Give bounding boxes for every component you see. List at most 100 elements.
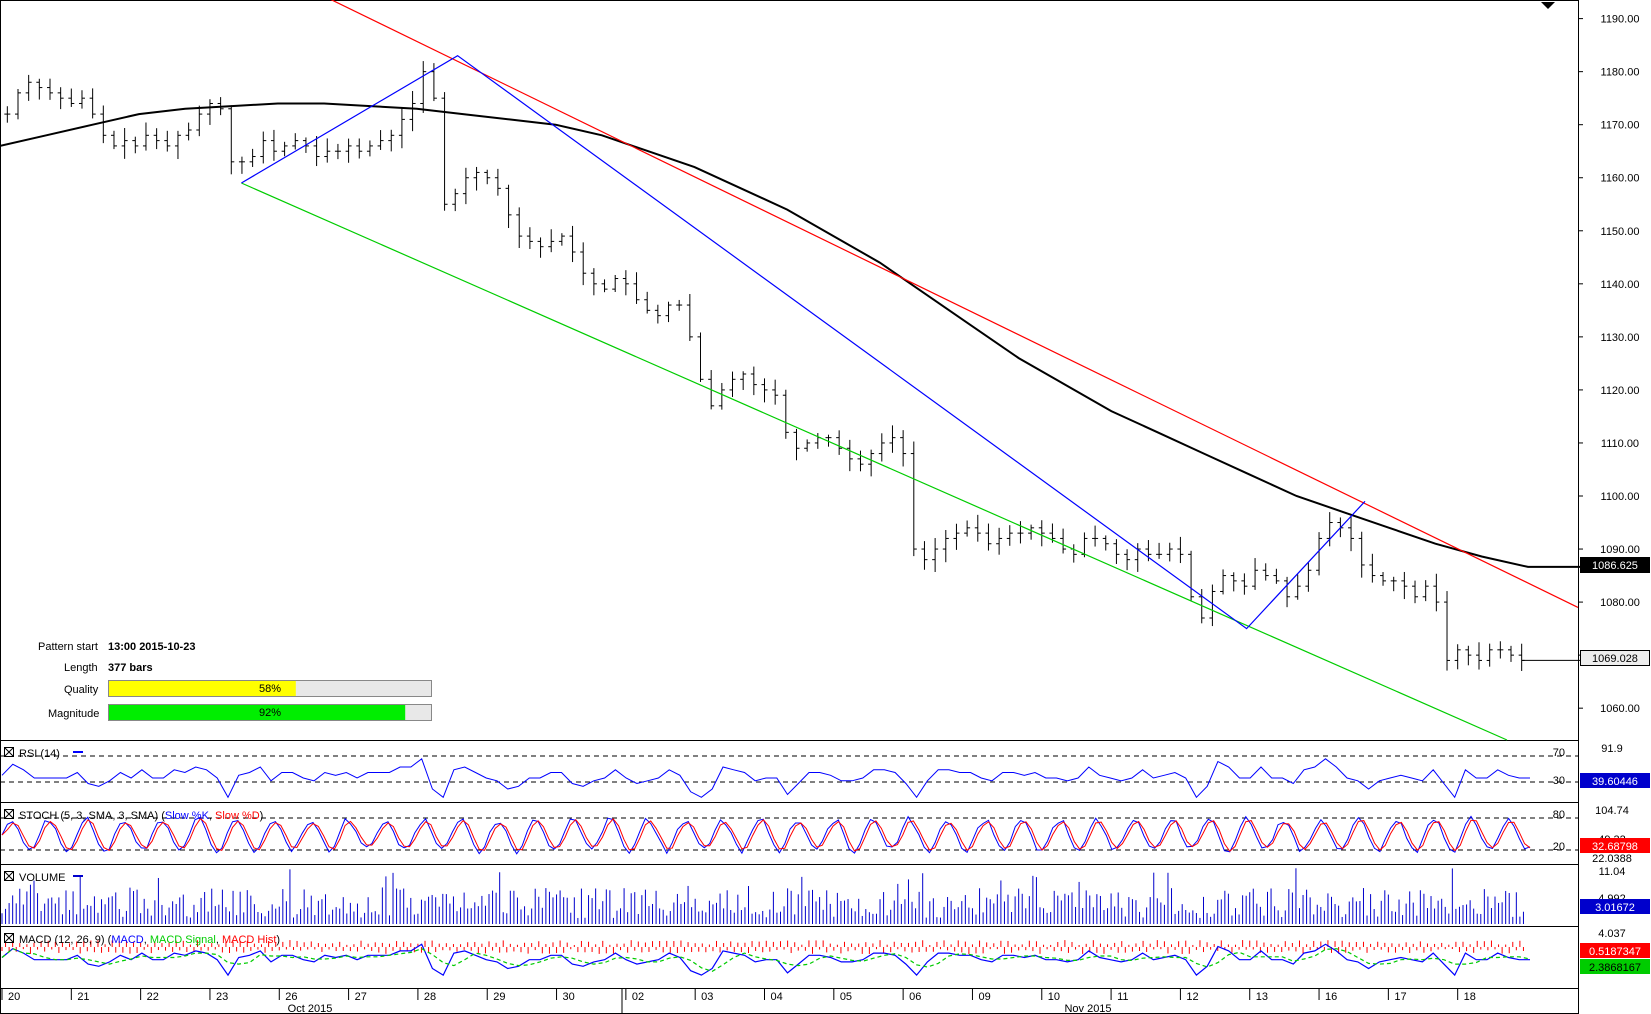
stoch-top-value: 104.74 [1595, 805, 1629, 817]
rsi-title: RSI (14) [19, 748, 60, 760]
stoch-level-20: 20 [1553, 841, 1565, 853]
x-tick-label: 13 [1256, 991, 1268, 1003]
indicator-axis-values: 91.9 70 30 39.60446 104.74 80 49.32 20 3… [1553, 743, 1650, 974]
quality-value: 58% [259, 683, 281, 695]
x-tick-label: 18 [1464, 991, 1476, 1003]
rsi-level-30: 30 [1553, 775, 1565, 787]
macd-signal-value-box [1580, 959, 1650, 974]
price-value-labels: 1086.625 1069.028 [1580, 557, 1650, 666]
price-tick-label: 1060.00 [1600, 703, 1640, 715]
price-tick-label: 1120.00 [1601, 385, 1640, 397]
x-axis-frame [0, 988, 1579, 1014]
indicator-labels: RSI (14) STOCH (5, 3, SMA, 3, SMA) (Slow… [4, 747, 280, 946]
pattern-info-box: Pattern start 13:00 2015-10-23 Length 37… [38, 641, 432, 721]
x-tick-label: 28 [424, 991, 436, 1003]
moving-average-line [0, 102, 1580, 568]
x-month-label: Oct 2015 [288, 1003, 333, 1014]
price-tick-label: 1100.00 [1601, 491, 1640, 503]
rsi-label: RSI (14) [4, 747, 83, 760]
support-line [241, 182, 1508, 741]
stoch-d-line [1, 817, 1531, 853]
macd-hist-legend: MACD Hist [222, 934, 276, 946]
indicator-panels [0, 755, 1578, 977]
x-tick-label: 21 [77, 991, 89, 1003]
magnitude-label: Magnitude [48, 708, 99, 720]
price-tick-label: 1080.00 [1600, 597, 1640, 609]
length-label: Length [64, 662, 98, 674]
x-tick-label: 17 [1394, 991, 1406, 1003]
ma-value-box [1580, 557, 1650, 573]
last-price-box [1580, 650, 1650, 666]
pattern-start-label: Pattern start [38, 641, 98, 653]
ma-current-value: 1086.625 [1592, 560, 1638, 572]
price-axis: 1060.001070.001080.001090.001100.001110.… [1578, 14, 1640, 715]
price-tick-label: 1170.00 [1601, 120, 1640, 132]
macd-value-box [1580, 943, 1650, 958]
price-tick-label: 1160.00 [1601, 173, 1640, 185]
volume-current-value: 3.01672 [1595, 902, 1635, 914]
triangle-down-icon[interactable] [1541, 2, 1555, 9]
magnitude-value: 92% [259, 707, 281, 719]
volume-value-box [1580, 899, 1650, 914]
pattern-zigzag-line [241, 54, 1366, 630]
stoch-level-80: 80 [1553, 809, 1565, 821]
price-tick-label: 1110.00 [1601, 438, 1639, 450]
rsi-level-70: 70 [1553, 747, 1565, 759]
x-tick-label: 29 [493, 991, 505, 1003]
x-tick-label: 27 [355, 991, 367, 1003]
macd-title: MACD (12, 26, 9) ( [19, 934, 112, 946]
stoch-k-line [1, 815, 1531, 855]
rsi-line [1, 757, 1530, 799]
x-tick-label: 12 [1186, 991, 1198, 1003]
rsi-value-box [1580, 773, 1650, 788]
x-tick-label: 05 [840, 991, 852, 1003]
x-tick-label: 23 [216, 991, 228, 1003]
x-tick-label: 03 [701, 991, 713, 1003]
volume-top-value: 11.04 [1599, 866, 1626, 878]
x-tick-label: 11 [1117, 991, 1128, 1003]
pattern-start-value: 13:00 2015-10-23 [108, 641, 195, 653]
x-tick-label: 30 [563, 991, 575, 1003]
x-tick-label: 22 [147, 991, 159, 1003]
macd-current-value: 0.5187347 [1589, 946, 1641, 958]
macd-signal-current-value: 2.3868167 [1589, 962, 1641, 974]
stoch-title: STOCH (5, 3, SMA, 3, SMA) ( [19, 810, 165, 822]
price-panel-frame [0, 0, 1579, 741]
magnitude-fill [109, 705, 406, 720]
stoch-low-value: 22.0388 [1592, 853, 1632, 865]
x-tick-label: 10 [1048, 991, 1060, 1003]
stoch-k-legend: Slow %K [165, 810, 210, 822]
length-value: 377 bars [108, 662, 153, 674]
price-tick-label: 1150.00 [1601, 226, 1640, 238]
svg-text:STOCH (5, 3, SMA, 3, SMA) (Slo: STOCH (5, 3, SMA, 3, SMA) (Slow %K, Slow… [19, 810, 263, 822]
macd-line [1, 943, 1530, 977]
panel-frames [0, 0, 1579, 1014]
price-tick-label: 1090.00 [1600, 544, 1640, 556]
x-tick-label: 26 [285, 991, 297, 1003]
x-tick-label: 06 [909, 991, 921, 1003]
macd-top-value: 4.037 [1598, 928, 1626, 940]
x-tick-label: 20 [8, 991, 20, 1003]
stoch-current-value: 32.68798 [1592, 841, 1638, 853]
price-bars [4, 61, 1580, 671]
quality-fill [109, 681, 296, 696]
stoch-label: STOCH (5, 3, SMA, 3, SMA) (Slow %K, Slow… [4, 809, 263, 822]
volume-title: VOLUME [19, 872, 65, 884]
macd-legend: MACD [111, 934, 143, 946]
rsi-panel-frame [0, 740, 1579, 803]
macd-signal-line [1, 948, 1531, 973]
rsi-current-value: 39.60446 [1592, 776, 1638, 788]
macd-label: MACD (12, 26, 9) (MACD, MACD Signal, MAC… [4, 933, 280, 946]
price-tick-label: 1140.00 [1601, 279, 1640, 291]
x-tick-label: 09 [978, 991, 990, 1003]
x-tick-label: 16 [1325, 991, 1337, 1003]
last-price-value: 1069.028 [1592, 653, 1638, 665]
price-tick-label: 1190.00 [1601, 14, 1640, 26]
pattern-overlays [0, 0, 1580, 741]
price-tick-label: 1130.00 [1601, 332, 1640, 344]
macd-signal-legend: MACD Signal [150, 934, 216, 946]
x-axis: 20 21 22 23 26 27 28 29 30 02 03 04 05 06 09 10 11 12 13 16… [1, 989, 1476, 1014]
rsi-top-value: 91.9 [1601, 743, 1622, 755]
x-tick-label: 02 [632, 991, 644, 1003]
